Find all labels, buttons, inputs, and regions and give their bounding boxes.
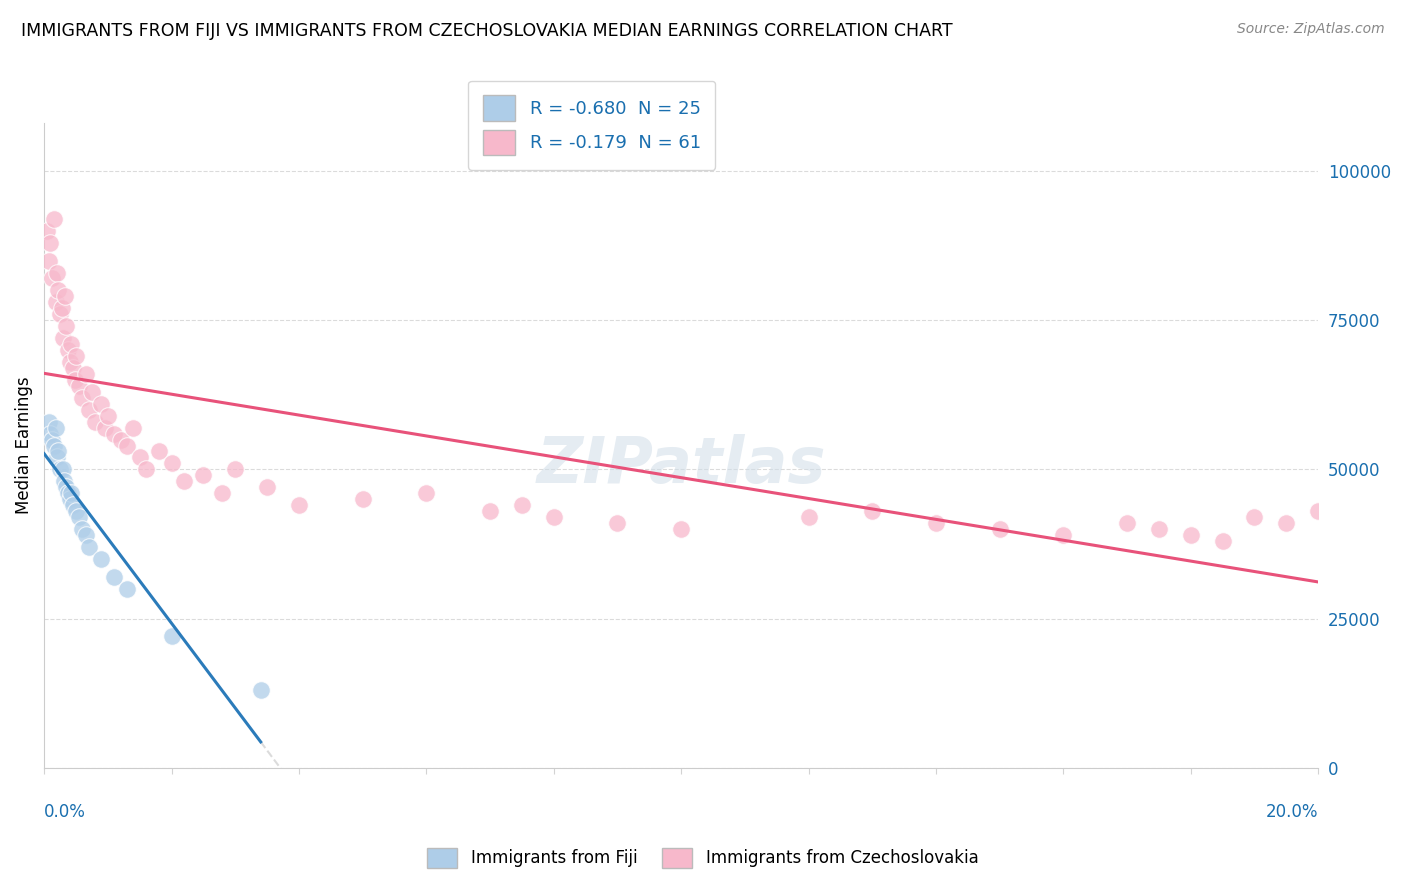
- Point: [77, 402, 100, 417]
- Point: [256, 480, 278, 494]
- Point: [72, 522, 94, 536]
- Point: [51, 301, 73, 316]
- Point: [90, 552, 112, 566]
- Point: [72, 391, 94, 405]
- Point: [42, 211, 65, 226]
- Point: [249, 683, 271, 698]
- Point: [58, 492, 80, 507]
- Point: [67, 510, 90, 524]
- Point: [211, 486, 233, 500]
- Point: [42, 438, 65, 452]
- Point: [84, 415, 107, 429]
- Point: [46, 444, 69, 458]
- Point: [75, 528, 97, 542]
- Point: [62, 361, 84, 376]
- Point: [52, 331, 75, 345]
- Legend: R = -0.680  N = 25, R = -0.179  N = 61: R = -0.680 N = 25, R = -0.179 N = 61: [468, 81, 716, 169]
- Point: [39, 235, 62, 250]
- Point: [135, 462, 157, 476]
- Point: [988, 522, 1011, 536]
- Point: [59, 486, 82, 500]
- Point: [58, 343, 80, 357]
- Point: [115, 438, 138, 452]
- Point: [1275, 516, 1298, 530]
- Point: [479, 504, 502, 518]
- Point: [160, 630, 183, 644]
- Point: [45, 450, 67, 465]
- Point: [77, 540, 100, 554]
- Point: [65, 349, 87, 363]
- Point: [606, 516, 628, 530]
- Point: [55, 480, 77, 494]
- Point: [52, 462, 75, 476]
- Point: [93, 420, 115, 434]
- Y-axis label: Median Earnings: Median Earnings: [15, 376, 32, 515]
- Point: [75, 367, 97, 381]
- Point: [103, 570, 125, 584]
- Text: 0.0%: 0.0%: [44, 803, 86, 822]
- Point: [53, 289, 76, 303]
- Point: [1147, 522, 1170, 536]
- Point: [45, 295, 67, 310]
- Point: [80, 384, 103, 399]
- Point: [67, 379, 90, 393]
- Point: [1052, 528, 1074, 542]
- Point: [160, 457, 183, 471]
- Point: [115, 582, 138, 596]
- Point: [90, 397, 112, 411]
- Point: [925, 516, 948, 530]
- Point: [415, 486, 437, 500]
- Point: [148, 444, 170, 458]
- Point: [41, 271, 63, 285]
- Point: [62, 498, 84, 512]
- Point: [288, 498, 311, 512]
- Point: [1243, 510, 1265, 524]
- Point: [128, 450, 150, 465]
- Point: [39, 426, 62, 441]
- Point: [45, 266, 67, 280]
- Point: [46, 284, 69, 298]
- Text: IMMIGRANTS FROM FIJI VS IMMIGRANTS FROM CZECHOSLOVAKIA MEDIAN EARNINGS CORRELATI: IMMIGRANTS FROM FIJI VS IMMIGRANTS FROM …: [21, 22, 953, 40]
- Point: [38, 415, 60, 429]
- Point: [58, 486, 80, 500]
- Point: [193, 468, 215, 483]
- Point: [103, 426, 125, 441]
- Point: [543, 510, 565, 524]
- Point: [41, 433, 63, 447]
- Point: [669, 522, 692, 536]
- Point: [55, 319, 77, 334]
- Point: [110, 433, 132, 447]
- Point: [59, 337, 82, 351]
- Legend: Immigrants from Fiji, Immigrants from Czechoslovakia: Immigrants from Fiji, Immigrants from Cz…: [420, 841, 986, 875]
- Point: [45, 420, 67, 434]
- Point: [797, 510, 820, 524]
- Point: [38, 253, 60, 268]
- Point: [53, 475, 76, 489]
- Point: [49, 462, 72, 476]
- Point: [58, 355, 80, 369]
- Point: [224, 462, 246, 476]
- Point: [49, 307, 72, 321]
- Point: [1308, 504, 1330, 518]
- Point: [122, 420, 145, 434]
- Point: [1180, 528, 1202, 542]
- Point: [37, 224, 59, 238]
- Point: [63, 373, 86, 387]
- Point: [510, 498, 533, 512]
- Point: [65, 504, 87, 518]
- Point: [173, 475, 195, 489]
- Text: 20.0%: 20.0%: [1265, 803, 1319, 822]
- Point: [352, 492, 374, 507]
- Point: [97, 409, 120, 423]
- Point: [1116, 516, 1139, 530]
- Point: [860, 504, 883, 518]
- Text: ZIPatlas: ZIPatlas: [536, 434, 825, 496]
- Text: Source: ZipAtlas.com: Source: ZipAtlas.com: [1237, 22, 1385, 37]
- Point: [1212, 533, 1234, 548]
